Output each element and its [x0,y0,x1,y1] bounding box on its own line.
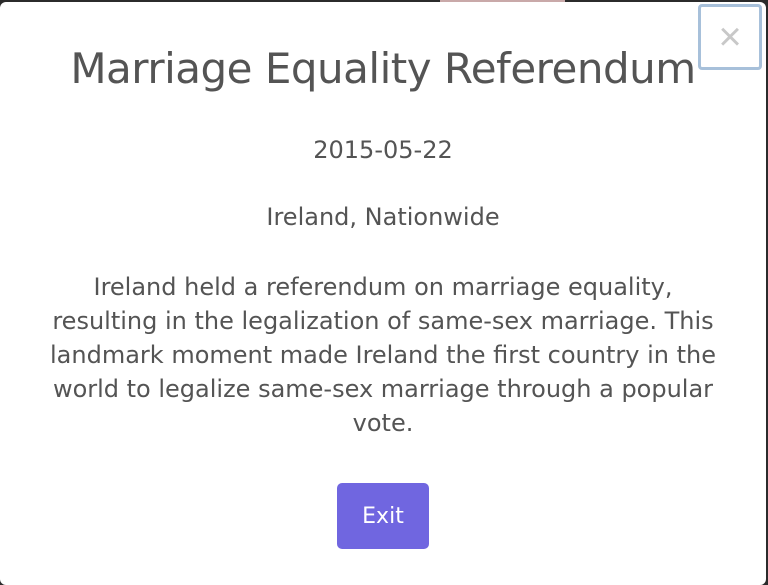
close-button[interactable]: × [698,4,762,70]
exit-button[interactable]: Exit [337,483,429,549]
event-description: Ireland held a referendum on marriage eq… [50,273,716,437]
event-location: Ireland, Nationwide [266,203,500,231]
background-page-sliver [440,0,565,3]
event-date: 2015-05-22 [313,136,453,164]
dialog-title: Marriage Equality Referendum [70,44,696,93]
